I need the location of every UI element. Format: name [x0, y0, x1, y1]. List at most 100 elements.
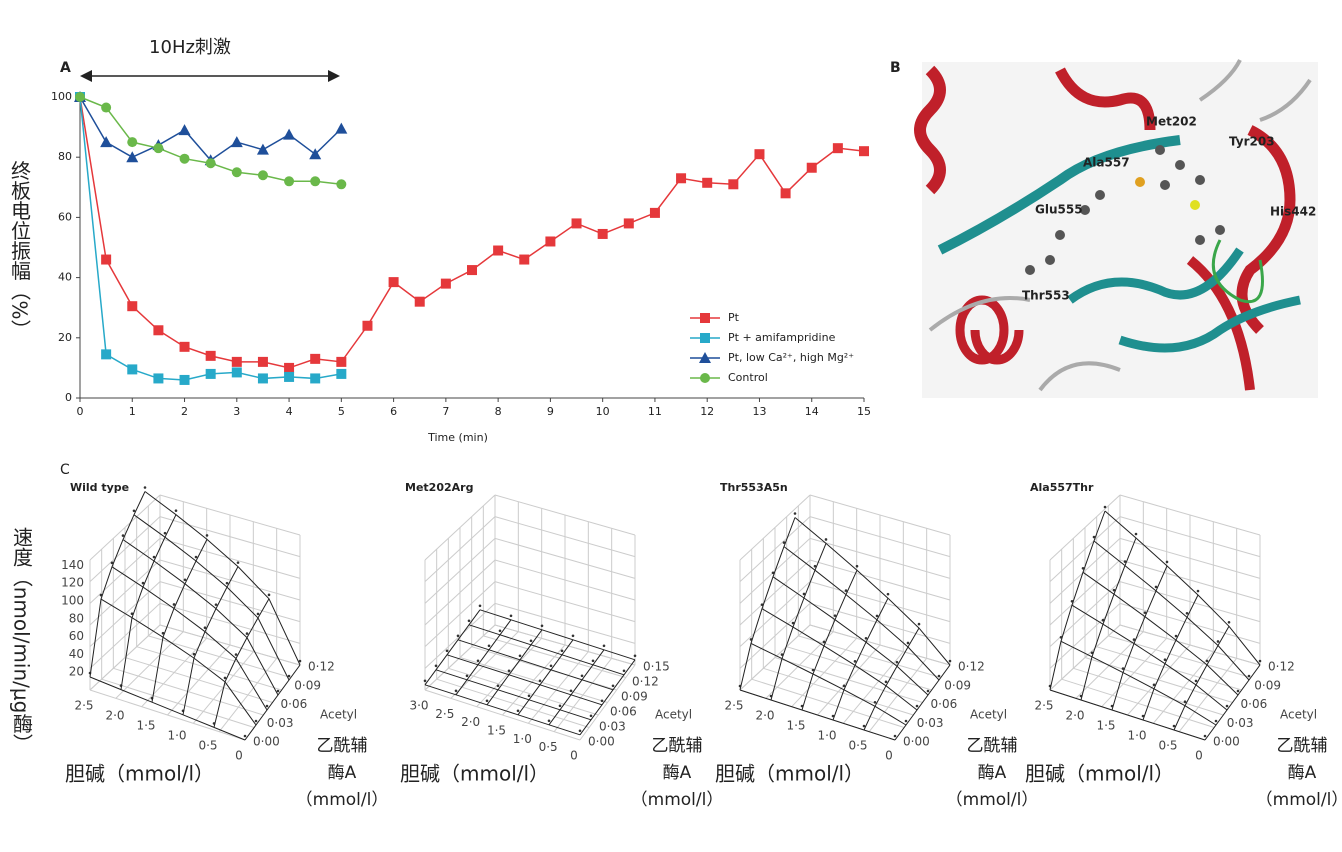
mesh-point — [161, 631, 165, 635]
mesh-point — [529, 639, 533, 643]
mesh-line — [1060, 640, 1217, 726]
marker — [284, 371, 295, 382]
x-tick-label: 9 — [547, 405, 554, 418]
mesh-line — [750, 642, 907, 726]
sheet — [937, 135, 1181, 255]
choline-tick-label: 2·5 — [435, 707, 454, 721]
mesh-point — [1196, 589, 1200, 593]
mesh-point — [423, 679, 427, 683]
mesh-point — [1258, 659, 1262, 663]
helix — [914, 65, 946, 195]
y-axis-label: （mmol/l） — [946, 790, 1039, 810]
annotation: 10Hz刺激 — [149, 37, 231, 58]
x-tick-label: 12 — [700, 405, 714, 418]
marker — [153, 325, 164, 336]
mesh-point — [225, 581, 229, 585]
legend-label: Control — [728, 371, 768, 384]
mesh-point — [915, 704, 919, 708]
atom — [1190, 200, 1200, 210]
mesh-point — [276, 689, 280, 693]
mesh-point — [875, 614, 879, 618]
mesh-line — [783, 546, 940, 681]
marker — [257, 356, 268, 367]
y-axis-label: （mmol/l） — [1256, 790, 1342, 810]
mesh-point — [516, 709, 520, 713]
mesh-point — [844, 589, 848, 592]
floor-grid — [159, 624, 301, 666]
mesh-point — [793, 512, 797, 515]
marker — [728, 179, 739, 190]
surface-plot: Ala557Thr 2·5 2·0 1·5 1·0 0·5 0 0·00 0·03 0·06 0·0… — [1025, 481, 1342, 810]
mesh-line — [801, 569, 858, 711]
y-axis-label: 乙酰辅 — [967, 736, 1018, 756]
x-tick-label: 14 — [805, 405, 819, 418]
floor-grid — [798, 635, 941, 678]
mesh-line — [1049, 689, 1206, 741]
x-tick-label: 10 — [596, 405, 610, 418]
surface-plot: Met202Arg 3·0 2·5 2·0 1·5 1·0 0·5 0 0·000·030·06… — [400, 481, 723, 810]
mesh-line — [111, 566, 268, 711]
mesh-point — [853, 660, 857, 663]
mesh-line — [1111, 565, 1168, 711]
choline-tick-label: 0 — [1195, 749, 1203, 763]
marker — [75, 92, 85, 102]
marker — [597, 228, 608, 239]
mesh-point — [243, 734, 247, 738]
z-tick-label: 60 — [69, 629, 84, 643]
marker — [153, 143, 164, 154]
choline-tick-label: 0·5 — [1158, 739, 1177, 753]
mesh-point — [578, 729, 582, 733]
mesh-point — [831, 714, 835, 718]
acetyl-tick-label: 0·09 — [294, 678, 321, 692]
wall-grid — [424, 516, 496, 583]
mesh-point — [487, 644, 491, 648]
mesh-point — [183, 578, 187, 582]
mesh-point — [192, 652, 196, 656]
mesh-point — [434, 664, 438, 668]
mesh-line — [1082, 571, 1239, 696]
residue-labels: Met202 Tyr203 Ala557 Glu555 His442 Thr55… — [1022, 115, 1316, 303]
marker — [257, 373, 268, 384]
y-tick-label: 0 — [65, 391, 72, 404]
mesh-point — [862, 724, 866, 728]
y-axis-label: 乙酰辅 — [317, 736, 368, 756]
wall-grid — [424, 494, 496, 561]
floor-grid — [1119, 624, 1261, 666]
marker — [335, 122, 348, 134]
mesh-line — [213, 598, 270, 728]
mesh-point — [540, 624, 544, 628]
mesh-point — [1123, 560, 1127, 563]
marker — [467, 265, 477, 276]
acetyl-axis-label: Acetyl — [320, 708, 357, 722]
wall-grid — [1049, 494, 1121, 561]
mesh-point — [1154, 585, 1158, 589]
y-axis-label: 酶A — [978, 763, 1007, 783]
marker — [623, 218, 634, 229]
acetyl-tick-label: 0·03 — [599, 720, 626, 734]
floor-grid — [842, 651, 904, 724]
mesh-point — [602, 644, 606, 648]
x-tick-label: 1 — [129, 405, 136, 418]
mesh-point — [569, 689, 573, 693]
x-tick-label: 6 — [390, 405, 397, 418]
mesh-point — [245, 632, 249, 635]
mesh-line — [770, 543, 827, 701]
floor-grid — [124, 657, 273, 703]
marker — [230, 136, 243, 148]
mesh-line — [1104, 510, 1261, 666]
mesh-line — [133, 514, 290, 681]
choline-tick-label: 1·0 — [167, 729, 186, 743]
wall-grid — [1049, 516, 1121, 583]
plot-title: Ala557Thr — [1030, 481, 1094, 494]
z-tick-label: 20 — [69, 665, 84, 679]
marker — [806, 162, 817, 173]
x-tick-label: 13 — [752, 405, 766, 418]
mesh-point — [478, 604, 482, 608]
wall-grid — [494, 516, 636, 558]
mesh-point — [298, 659, 302, 663]
mesh-point — [1203, 734, 1207, 738]
y-axis-label: （mmol/l） — [631, 790, 724, 810]
mesh-point — [518, 654, 522, 658]
marker — [571, 218, 582, 229]
